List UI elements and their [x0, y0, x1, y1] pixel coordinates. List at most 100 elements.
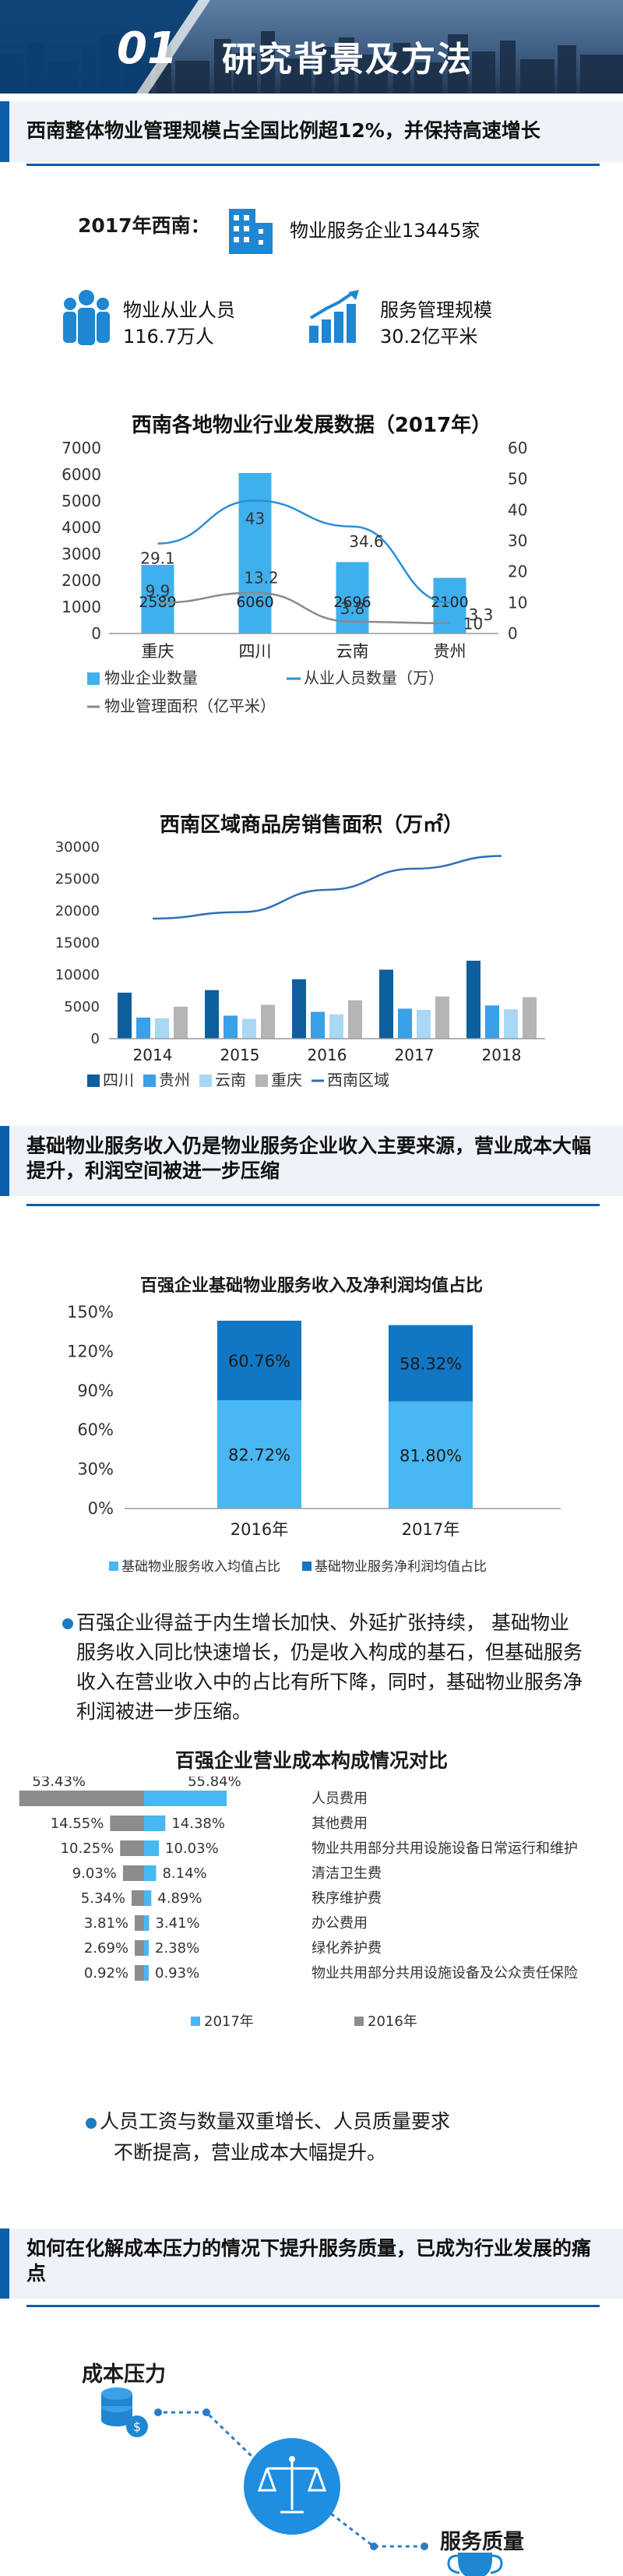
- legend-swatch-重庆: [255, 1075, 268, 1087]
- bar-label-2017: 4.89%: [157, 1890, 202, 1907]
- y-tick: 60%: [77, 1420, 114, 1439]
- bar-2017-绿化养护费: [144, 1940, 149, 1956]
- category-label: 清洁卫生费: [312, 1865, 382, 1882]
- y-tick-right: 50: [508, 470, 527, 489]
- line-label: 29.1: [140, 549, 175, 568]
- bar-基础物业服务净利润均值占比-2016年: [217, 1320, 301, 1401]
- y-tick-left: 6000: [62, 465, 101, 484]
- bar-重庆-2017: [435, 996, 449, 1039]
- legend-swatch-bar: [87, 672, 100, 685]
- section-bar: [0, 1126, 9, 1196]
- y-tick: 5000: [64, 999, 100, 1015]
- section-3-title: 如何在化解成本压力的情况下提升服务质量，已成为行业发展的痛点: [26, 2237, 592, 2285]
- bar-云南-2014: [155, 1018, 169, 1039]
- line-label: 3.3: [469, 605, 494, 624]
- section-2-header: 基础物业服务收入仍是物业服务企业收入主要来源，营业成本大幅提升，利润空间被进一步…: [0, 1126, 623, 1196]
- service-quality-label: 服务质量: [440, 2530, 524, 2554]
- bar-2017-物业共用部分共用设施设备及公众责任保险: [144, 1965, 149, 1981]
- legend-label-西南区域: 西南区域: [327, 1071, 389, 1089]
- chart3-title: 百强企业基础物业服务收入及净利润均值占比: [139, 1276, 483, 1296]
- bullet-dot: [86, 2118, 97, 2129]
- y-tick: 90%: [77, 1382, 114, 1400]
- bar-label: 60.76%: [228, 1352, 290, 1371]
- enterprises-count: 物业服务企业13445家: [290, 220, 480, 242]
- legend-swatch-top: [302, 1561, 312, 1571]
- section-3-header: 如何在化解成本压力的情况下提升服务质量，已成为行业发展的痛点: [0, 2228, 623, 2299]
- category-label: 办公费用: [312, 1915, 368, 1932]
- chart2-svg: 0 5000 10000 15000 20000 25000 30000 2014 2015 20…: [55, 839, 545, 1089]
- bar-云南-2016: [329, 1014, 343, 1039]
- bar-label-2017: 10.03%: [165, 1840, 219, 1857]
- y-tick: 0%: [88, 1499, 114, 1518]
- hero-banner: 01 研究背景及方法: [0, 0, 623, 94]
- y-tick-left: 4000: [62, 518, 101, 537]
- bar-重庆-2014: [174, 1007, 188, 1039]
- y-tick: 30000: [55, 839, 100, 856]
- x-tick: 重庆: [142, 642, 174, 661]
- legend-label-bottom: 基础物业服务收入均值占比: [121, 1559, 280, 1575]
- category-label: 绿化养护费: [312, 1940, 382, 1957]
- paragraph-2-line2: 不断提高，营业成本大幅提升。: [114, 2141, 387, 2164]
- connector-dot: [154, 2408, 162, 2416]
- bar-label: 82.72%: [228, 1446, 290, 1465]
- y-tick: 0: [91, 1031, 100, 1047]
- line-label: 3.8: [340, 599, 365, 618]
- y-tick-right: 0: [508, 624, 518, 643]
- x-tick: 2017年: [402, 1520, 459, 1539]
- scale-value: 30.2亿平米: [380, 326, 478, 348]
- bar-label-2016: 53.43%: [32, 1777, 86, 1790]
- bar-重庆-2016: [348, 1000, 362, 1039]
- connector-dot: [421, 2542, 428, 2550]
- legend-swatch-bottom: [109, 1561, 118, 1571]
- section-bar: [0, 101, 9, 162]
- category-label: 其他费用: [312, 1816, 368, 1832]
- category-label: 秩序维护费: [312, 1890, 382, 1907]
- bar-label-2016: 10.25%: [61, 1840, 114, 1857]
- bar-2016-物业共用部分共用设施设备及公众责任保险: [135, 1965, 144, 1981]
- bar-四川-2017: [379, 969, 393, 1039]
- section-2-rule: [26, 1204, 600, 1206]
- chart4-svg: 53.43% 55.84% 人员费用 14.55% 14.38% 其他费用 10.25% 10…: [19, 1777, 578, 2030]
- bar-label-2016: 14.55%: [51, 1816, 104, 1832]
- bar-贵州-2017: [398, 1008, 412, 1039]
- bar-label: 81.80%: [399, 1446, 462, 1465]
- bar-label-2017: 3.41%: [155, 1915, 199, 1932]
- bar-基础物业服务净利润均值占比-2017年: [389, 1325, 473, 1402]
- y-tick-right: 60: [508, 440, 527, 457]
- x-tick: 贵州: [434, 642, 466, 661]
- y-tick: 20000: [55, 903, 100, 919]
- legend-swatch-2016: [354, 2017, 364, 2026]
- category-label: 物业共用部分共用设施设备日常运行和维护: [312, 1840, 578, 1857]
- section-bar: [0, 2228, 9, 2299]
- x-tick: 2018: [482, 1046, 522, 1064]
- bar-2016-办公费用: [135, 1915, 144, 1931]
- bar-label-2016: 0.92%: [84, 1965, 128, 1981]
- line-label: 34.6: [349, 532, 384, 551]
- y-tick-right: 20: [508, 563, 527, 581]
- legend-swatch-贵州: [143, 1075, 156, 1087]
- chart1-svg: 0 1000 2000 3000 4000 5000 6000 7000 0 10 20 30 40 50…: [62, 440, 527, 715]
- series-line-西南区域: [152, 855, 502, 920]
- chart2-title: 西南区域商品房销售面积（万㎡）: [159, 813, 463, 837]
- bar-label-2016: 5.34%: [81, 1890, 125, 1907]
- bar-label-2016: 3.81%: [84, 1915, 128, 1932]
- y-tick-left: 2000: [62, 571, 101, 590]
- bar-2016-物业共用部分共用设施设备日常运行和维护: [120, 1840, 144, 1856]
- y-tick: 25000: [55, 871, 100, 887]
- section-1-title: 西南整体物业管理规模占全国比例超12%，并保持高速增长: [26, 119, 540, 142]
- legend-swatch-2017: [191, 2017, 200, 2026]
- legend-label-云南: 云南: [215, 1071, 246, 1089]
- category-label: 人员费用: [312, 1791, 368, 1807]
- chart1-title: 西南各地物业行业发展数据（2017年）: [131, 414, 492, 437]
- svg-text:$: $: [133, 2419, 141, 2434]
- balance-diagram: $: [101, 2387, 503, 2576]
- cost-pressure-label: 成本压力: [82, 2363, 166, 2387]
- bar-label-2017: 14.38%: [171, 1816, 225, 1832]
- paragraph-2-line1: 人员工资与数量双重增长、人员质量要求: [100, 2110, 451, 2133]
- x-tick: 2016年: [231, 1520, 288, 1539]
- bar-2016-清洁卫生费: [122, 1865, 144, 1881]
- legend-label-2017: 2017年: [204, 2013, 254, 2030]
- money-icon: $: [101, 2387, 148, 2437]
- bar-label-2017: 55.84%: [188, 1777, 241, 1790]
- chart4-title: 百强企业营业成本构成情况对比: [174, 1749, 448, 1772]
